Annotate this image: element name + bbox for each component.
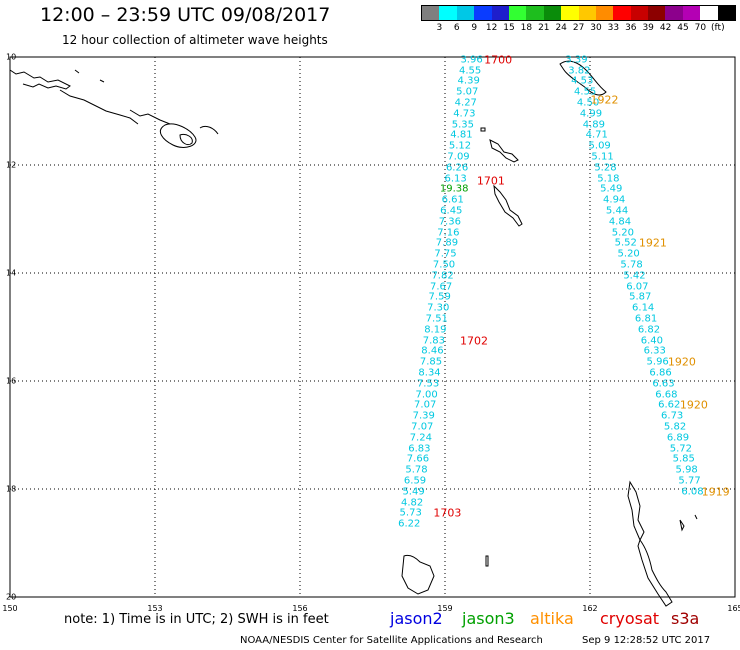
legend-swatch <box>508 6 527 20</box>
legend-tick-label: 3 <box>436 23 443 33</box>
map-subtitle: 12 hour collection of altimeter wave hei… <box>62 33 328 47</box>
legend-swatch <box>561 6 579 20</box>
legend-tick-label: (ft) <box>711 23 725 33</box>
sat-jason2: jason2 <box>390 609 443 628</box>
sat-cryosat: cryosat <box>600 609 660 628</box>
map-title: 12:00 – 23:59 UTC 09/08/2017 <box>40 4 331 26</box>
legend-tick-label: 45 <box>677 23 689 33</box>
island-e <box>627 480 645 542</box>
legend-swatch <box>526 6 544 20</box>
legend-swatch <box>595 6 614 20</box>
island-c <box>493 184 523 227</box>
legend-swatch <box>456 6 475 20</box>
map-frame <box>9 56 736 598</box>
legend-tick-label: 27 <box>572 23 585 33</box>
legend-swatch <box>422 6 440 20</box>
legend-swatch <box>648 6 666 20</box>
legend-swatch <box>543 6 562 20</box>
legend-swatch <box>578 6 596 20</box>
legend-swatch <box>682 6 701 20</box>
legend-swatches <box>421 5 737 21</box>
legend-tick-label: 18 <box>520 23 533 33</box>
island-d <box>559 60 607 96</box>
legend-swatch <box>474 6 492 20</box>
lat-lon-grid <box>9 56 736 598</box>
island-a <box>480 127 486 132</box>
legend-tick-label: 6 <box>453 23 460 33</box>
legend-tick-label: 12 <box>485 23 498 33</box>
sat-altika: altika <box>530 609 574 628</box>
sat-s3a: s3a <box>671 609 700 628</box>
sat-jason3: jason3 <box>462 609 515 628</box>
marshall-islands-west <box>9 69 219 148</box>
legend-swatch <box>439 6 457 20</box>
footer-note: note: 1) Time is in UTC; 2) SWH is in fe… <box>64 612 329 627</box>
legend-tick-label: 70 <box>694 23 707 33</box>
island-g <box>401 555 435 595</box>
legend-swatch <box>717 6 736 20</box>
legend-tick-label: 9 <box>471 23 478 33</box>
legend-tick-label: 24 <box>555 23 567 33</box>
credit-line: NOAA/NESDIS Center for Satellite Applica… <box>240 635 543 646</box>
island-h <box>485 514 698 567</box>
legend-tick-label: 39 <box>642 23 654 33</box>
legend-tick-label: 36 <box>625 23 637 33</box>
legend-ticks: 3 6 9 12 15 18 21 24 27 30 33 36 39 42 45 70 (ft) <box>421 21 736 33</box>
legend-tick-label: 33 <box>607 23 620 33</box>
generated-timestamp: Sep 9 12:28:52 UTC 2017 <box>582 635 711 646</box>
legend-tick-label: 15 <box>503 23 515 33</box>
legend-swatch <box>613 6 631 20</box>
legend-tick-label: 21 <box>538 23 550 33</box>
legend-swatch <box>665 6 683 20</box>
coastlines <box>9 60 698 607</box>
color-legend: 3 6 9 12 15 18 21 24 27 30 33 36 39 42 45 70 (ft) <box>421 5 737 33</box>
legend-swatch <box>630 6 649 20</box>
island-b <box>489 139 519 163</box>
island-f <box>637 538 673 607</box>
legend-swatch <box>700 6 718 20</box>
legend-swatch <box>491 6 509 20</box>
legend-tick-label: 42 <box>659 23 672 33</box>
legend-tick-label: 30 <box>590 23 602 33</box>
